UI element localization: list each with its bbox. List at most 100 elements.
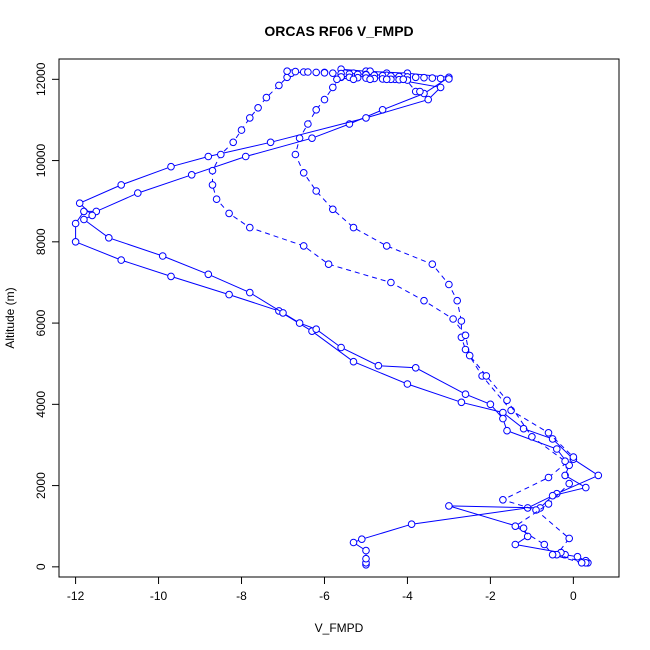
data-point xyxy=(225,290,233,299)
data-point xyxy=(88,211,96,220)
data-point xyxy=(362,546,370,555)
data-point xyxy=(312,325,321,334)
y-tick-label: 6000 xyxy=(34,309,48,336)
data-point xyxy=(453,296,462,305)
data-point xyxy=(204,270,213,279)
data-point xyxy=(254,104,262,112)
data-point xyxy=(246,288,254,297)
x-axis-label: V_FMPD xyxy=(315,621,364,635)
data-point xyxy=(499,414,507,423)
data-point xyxy=(71,219,80,228)
data-point xyxy=(225,209,233,218)
data-point xyxy=(561,457,569,466)
data-point xyxy=(411,364,420,372)
data-point xyxy=(532,506,540,514)
data-point xyxy=(329,83,337,92)
data-point xyxy=(320,69,329,77)
data-point xyxy=(312,106,321,114)
data-point xyxy=(246,114,254,122)
data-point xyxy=(337,343,345,352)
data-point xyxy=(519,524,528,533)
data-point xyxy=(548,435,557,443)
data-point xyxy=(283,67,291,75)
series-line xyxy=(294,70,586,564)
data-point xyxy=(565,534,574,543)
series-5 xyxy=(283,67,453,84)
data-point xyxy=(295,319,304,327)
x-tick-label: -10 xyxy=(150,589,168,603)
data-point xyxy=(291,67,300,76)
data-point xyxy=(544,500,553,508)
data-point xyxy=(117,256,125,264)
data-point xyxy=(499,496,507,504)
data-point xyxy=(511,522,520,531)
y-axis-label: Altitude (m) xyxy=(3,287,17,348)
data-point xyxy=(457,317,466,325)
data-point xyxy=(416,87,424,96)
data-point xyxy=(420,73,428,82)
data-point xyxy=(445,280,453,289)
data-point xyxy=(424,95,433,104)
data-point xyxy=(428,260,437,269)
data-point xyxy=(511,540,520,549)
data-point xyxy=(445,502,453,510)
data-point xyxy=(486,400,495,409)
data-point xyxy=(308,134,316,142)
data-point xyxy=(461,390,470,399)
data-point xyxy=(349,75,358,84)
data-point xyxy=(407,520,416,529)
data-point xyxy=(208,181,217,189)
data-point xyxy=(105,234,113,242)
data-point xyxy=(362,114,370,122)
data-point xyxy=(349,357,358,366)
data-point xyxy=(312,68,321,77)
data-point xyxy=(349,538,358,547)
data-point xyxy=(544,473,553,482)
data-point xyxy=(411,73,420,82)
y-tick-label: 12000 xyxy=(34,62,48,96)
y-tick-label: 4000 xyxy=(34,391,48,418)
data-point xyxy=(436,83,445,92)
series-1 xyxy=(71,65,603,569)
data-point xyxy=(71,238,80,246)
data-point xyxy=(362,554,370,563)
y-tick-label: 2000 xyxy=(34,472,48,499)
data-point xyxy=(241,152,250,161)
x-tick-label: -4 xyxy=(402,589,413,603)
data-point xyxy=(329,205,337,214)
data-point xyxy=(374,361,383,370)
data-point xyxy=(577,559,586,567)
data-point xyxy=(117,181,125,189)
data-point xyxy=(594,471,603,480)
series-line xyxy=(212,71,582,564)
data-point xyxy=(80,215,88,224)
data-point xyxy=(295,134,304,142)
data-point xyxy=(324,260,333,269)
data-point xyxy=(204,152,213,161)
data-point xyxy=(465,351,474,360)
data-point xyxy=(80,207,88,216)
data-point xyxy=(75,199,84,207)
data-point xyxy=(266,138,275,147)
data-point xyxy=(548,550,557,559)
series-layer xyxy=(71,65,603,569)
data-point xyxy=(312,187,321,195)
data-point xyxy=(449,315,457,323)
x-tick-label: -12 xyxy=(67,589,85,603)
x-tick-label: -8 xyxy=(236,589,247,603)
data-point xyxy=(387,278,395,287)
series-2 xyxy=(75,71,592,567)
data-point xyxy=(457,398,466,407)
data-point xyxy=(229,138,237,147)
x-tick-label: -2 xyxy=(485,589,496,603)
data-point xyxy=(237,126,246,134)
data-point xyxy=(420,296,428,305)
data-point xyxy=(561,471,569,480)
data-point xyxy=(304,120,312,128)
data-point xyxy=(540,540,549,549)
data-point xyxy=(461,331,470,340)
data-point xyxy=(299,242,308,250)
data-point xyxy=(291,150,300,159)
data-point xyxy=(167,272,175,281)
